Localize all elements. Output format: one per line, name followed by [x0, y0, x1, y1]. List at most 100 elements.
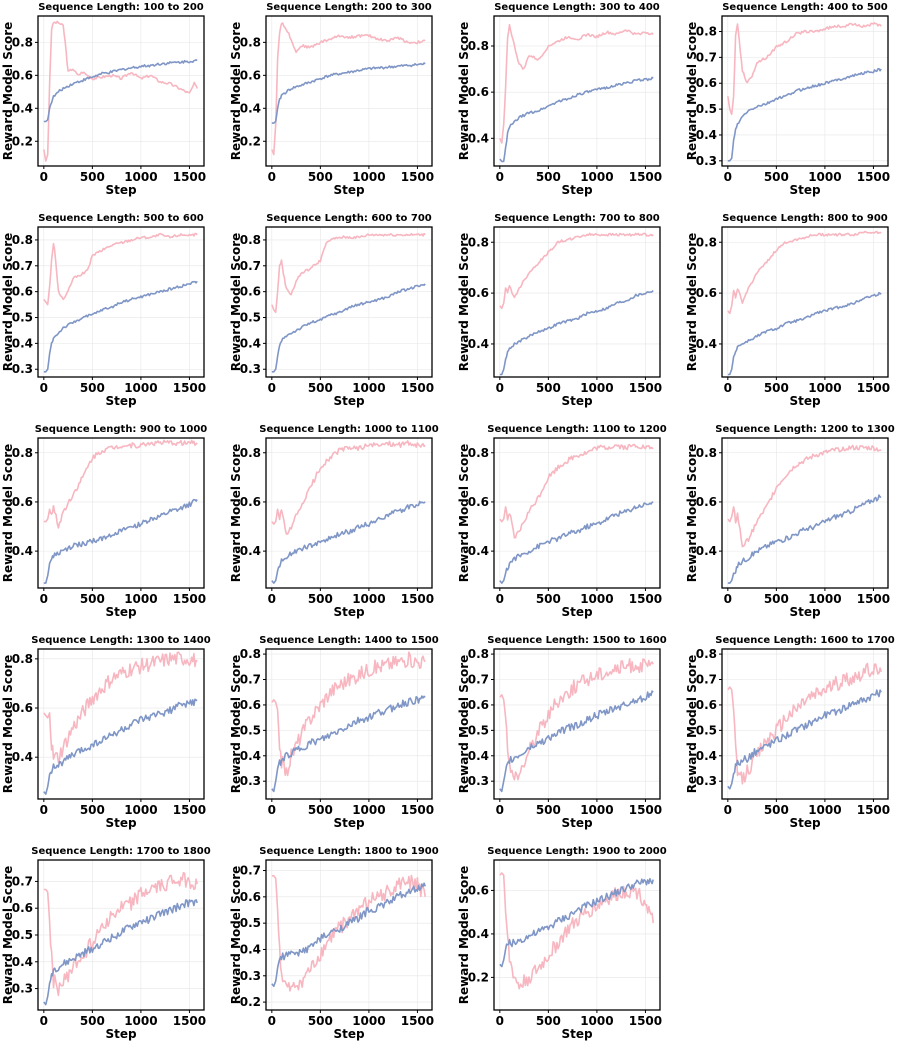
series-line-blue: [499, 76, 654, 163]
y-tick-label: 0.4: [240, 544, 261, 558]
y-tick-label: 0.6: [240, 890, 261, 904]
chart-title: Sequence Length: 500 to 600: [38, 213, 204, 224]
y-tick-label: 0.6: [240, 68, 261, 82]
y-tick-label: 0.6: [240, 285, 261, 299]
y-tick-label: 0.6: [12, 701, 33, 715]
x-tick-label: 1000: [352, 592, 385, 606]
chart-panel: Sequence Length: 200 to 300 0 500 1000 1500 0…: [228, 0, 452, 211]
x-tick-label: 1500: [629, 170, 662, 184]
y-tick-label: 0.8: [12, 652, 33, 666]
y-tick-label: 0.7: [696, 50, 717, 64]
y-axis-label: Reward Model Score: [229, 866, 243, 1005]
x-tick-label: 500: [536, 170, 561, 184]
x-tick-label: 0: [268, 381, 276, 395]
x-tick-label: 1500: [173, 592, 206, 606]
y-tick-label: 0.6: [696, 698, 717, 712]
series-line-pink: [499, 443, 654, 539]
y-tick-label: 0.5: [12, 311, 33, 325]
y-tick-label: 0.4: [696, 337, 717, 351]
y-axis-label: Reward Model Score: [685, 233, 699, 372]
x-tick-label: 1500: [629, 803, 662, 817]
y-axis-label: Reward Model Score: [457, 866, 471, 1005]
chart-panel: Sequence Length: 1700 to 1800 0 500 1000 150…: [0, 844, 224, 1055]
y-axis-label: Reward Model Score: [229, 233, 243, 372]
series-line-pink: [727, 662, 882, 785]
y-axis-label: Reward Model Score: [685, 655, 699, 794]
chart-title: Sequence Length: 600 to 700: [266, 213, 432, 224]
x-tick-label: 1500: [401, 803, 434, 817]
series-line-blue: [43, 498, 198, 584]
x-tick-label: 1000: [808, 381, 841, 395]
plot-frame: [265, 859, 433, 1011]
y-tick-label: 0.6: [12, 285, 33, 299]
x-tick-label: 0: [268, 592, 276, 606]
chart-panel: Sequence Length: 1000 to 1100 0 500 1000 150…: [228, 422, 452, 633]
y-tick-label: 0.7: [240, 864, 261, 878]
y-tick-label: 0.4: [240, 942, 261, 956]
x-axis-label: Step: [105, 183, 137, 197]
y-tick-label: 0.2: [240, 995, 261, 1009]
x-tick-label: 1000: [352, 1014, 385, 1028]
y-tick-label: 0.6: [468, 85, 489, 99]
y-tick-label: 0.6: [468, 495, 489, 509]
chart-title: Sequence Length: 1800 to 1900: [259, 846, 438, 857]
chart-svg: Sequence Length: 600 to 700 0 500 1000 1500 0…: [229, 213, 434, 408]
x-tick-label: 500: [308, 803, 333, 817]
chart-svg: Sequence Length: 1300 to 1400 0 500 1000 150…: [1, 635, 211, 830]
x-tick-label: 1000: [580, 170, 613, 184]
y-tick-label: 0.5: [240, 723, 261, 737]
x-tick-label: 500: [536, 1014, 561, 1028]
chart-svg: Sequence Length: 1600 to 1700 0 500 1000 150…: [685, 635, 895, 830]
y-tick-label: 0.8: [696, 647, 717, 661]
x-tick-label: 1000: [808, 592, 841, 606]
x-tick-label: 1000: [124, 381, 157, 395]
chart-panel: Sequence Length: 800 to 900 0 500 1000 1500 0…: [684, 211, 897, 422]
y-tick-label: 0.4: [696, 544, 717, 558]
chart-panel: Sequence Length: 700 to 800 0 500 1000 1500 0…: [456, 211, 680, 422]
x-tick-label: 500: [764, 592, 789, 606]
chart-svg: Sequence Length: 1000 to 1100 0 500 1000 150…: [229, 424, 439, 619]
plot-frame: [265, 226, 433, 378]
chart-panel: Sequence Length: 100 to 200 0 500 1000 1500 0…: [0, 0, 224, 211]
y-tick-label: 0.6: [240, 698, 261, 712]
plot-frame: [265, 437, 433, 589]
x-tick-label: 0: [496, 170, 504, 184]
y-axis-label: Reward Model Score: [685, 444, 699, 583]
x-tick-label: 1500: [857, 803, 890, 817]
chart-panel: Sequence Length: 400 to 500 0 500 1000 1500 0…: [684, 0, 897, 211]
chart-panel: Sequence Length: 1300 to 1400 0 500 1000 150…: [0, 633, 224, 844]
chart-svg: Sequence Length: 1500 to 1600 0 500 1000 150…: [457, 635, 667, 830]
chart-panel: Sequence Length: 300 to 400 0 500 1000 1500 0…: [456, 0, 680, 211]
y-tick-label: 0.6: [240, 495, 261, 509]
y-tick-label: 0.6: [468, 286, 489, 300]
y-tick-label: 0.8: [240, 647, 261, 661]
series-line-blue: [43, 280, 198, 373]
y-tick-label: 0.8: [240, 233, 261, 247]
chart-title: Sequence Length: 1000 to 1100: [259, 424, 438, 435]
x-tick-label: 0: [40, 381, 48, 395]
chart-svg: Sequence Length: 1700 to 1800 0 500 1000 150…: [1, 846, 211, 1041]
x-tick-label: 500: [764, 381, 789, 395]
series-line-pink: [43, 871, 198, 997]
chart-title: Sequence Length: 400 to 500: [722, 2, 888, 13]
y-tick-label: 0.4: [12, 544, 33, 558]
x-tick-label: 500: [764, 170, 789, 184]
series-line-pink: [499, 23, 654, 144]
chart-title: Sequence Length: 1100 to 1200: [487, 424, 666, 435]
y-tick-label: 0.7: [240, 673, 261, 687]
chart-title: Sequence Length: 700 to 800: [494, 213, 660, 224]
y-axis-label: Reward Model Score: [457, 22, 471, 161]
chart-title: Sequence Length: 100 to 200: [38, 2, 204, 13]
x-tick-label: 1500: [401, 1014, 434, 1028]
x-tick-label: 500: [308, 170, 333, 184]
y-axis-label: Reward Model Score: [1, 22, 15, 161]
plot-frame: [265, 15, 433, 167]
plot-frame: [37, 226, 205, 378]
y-tick-label: 0.6: [468, 698, 489, 712]
x-tick-label: 1500: [173, 1014, 206, 1028]
y-tick-label: 0.8: [468, 39, 489, 53]
plot-frame: [493, 648, 661, 800]
y-tick-label: 0.5: [468, 723, 489, 737]
chart-title: Sequence Length: 1300 to 1400: [31, 635, 210, 646]
